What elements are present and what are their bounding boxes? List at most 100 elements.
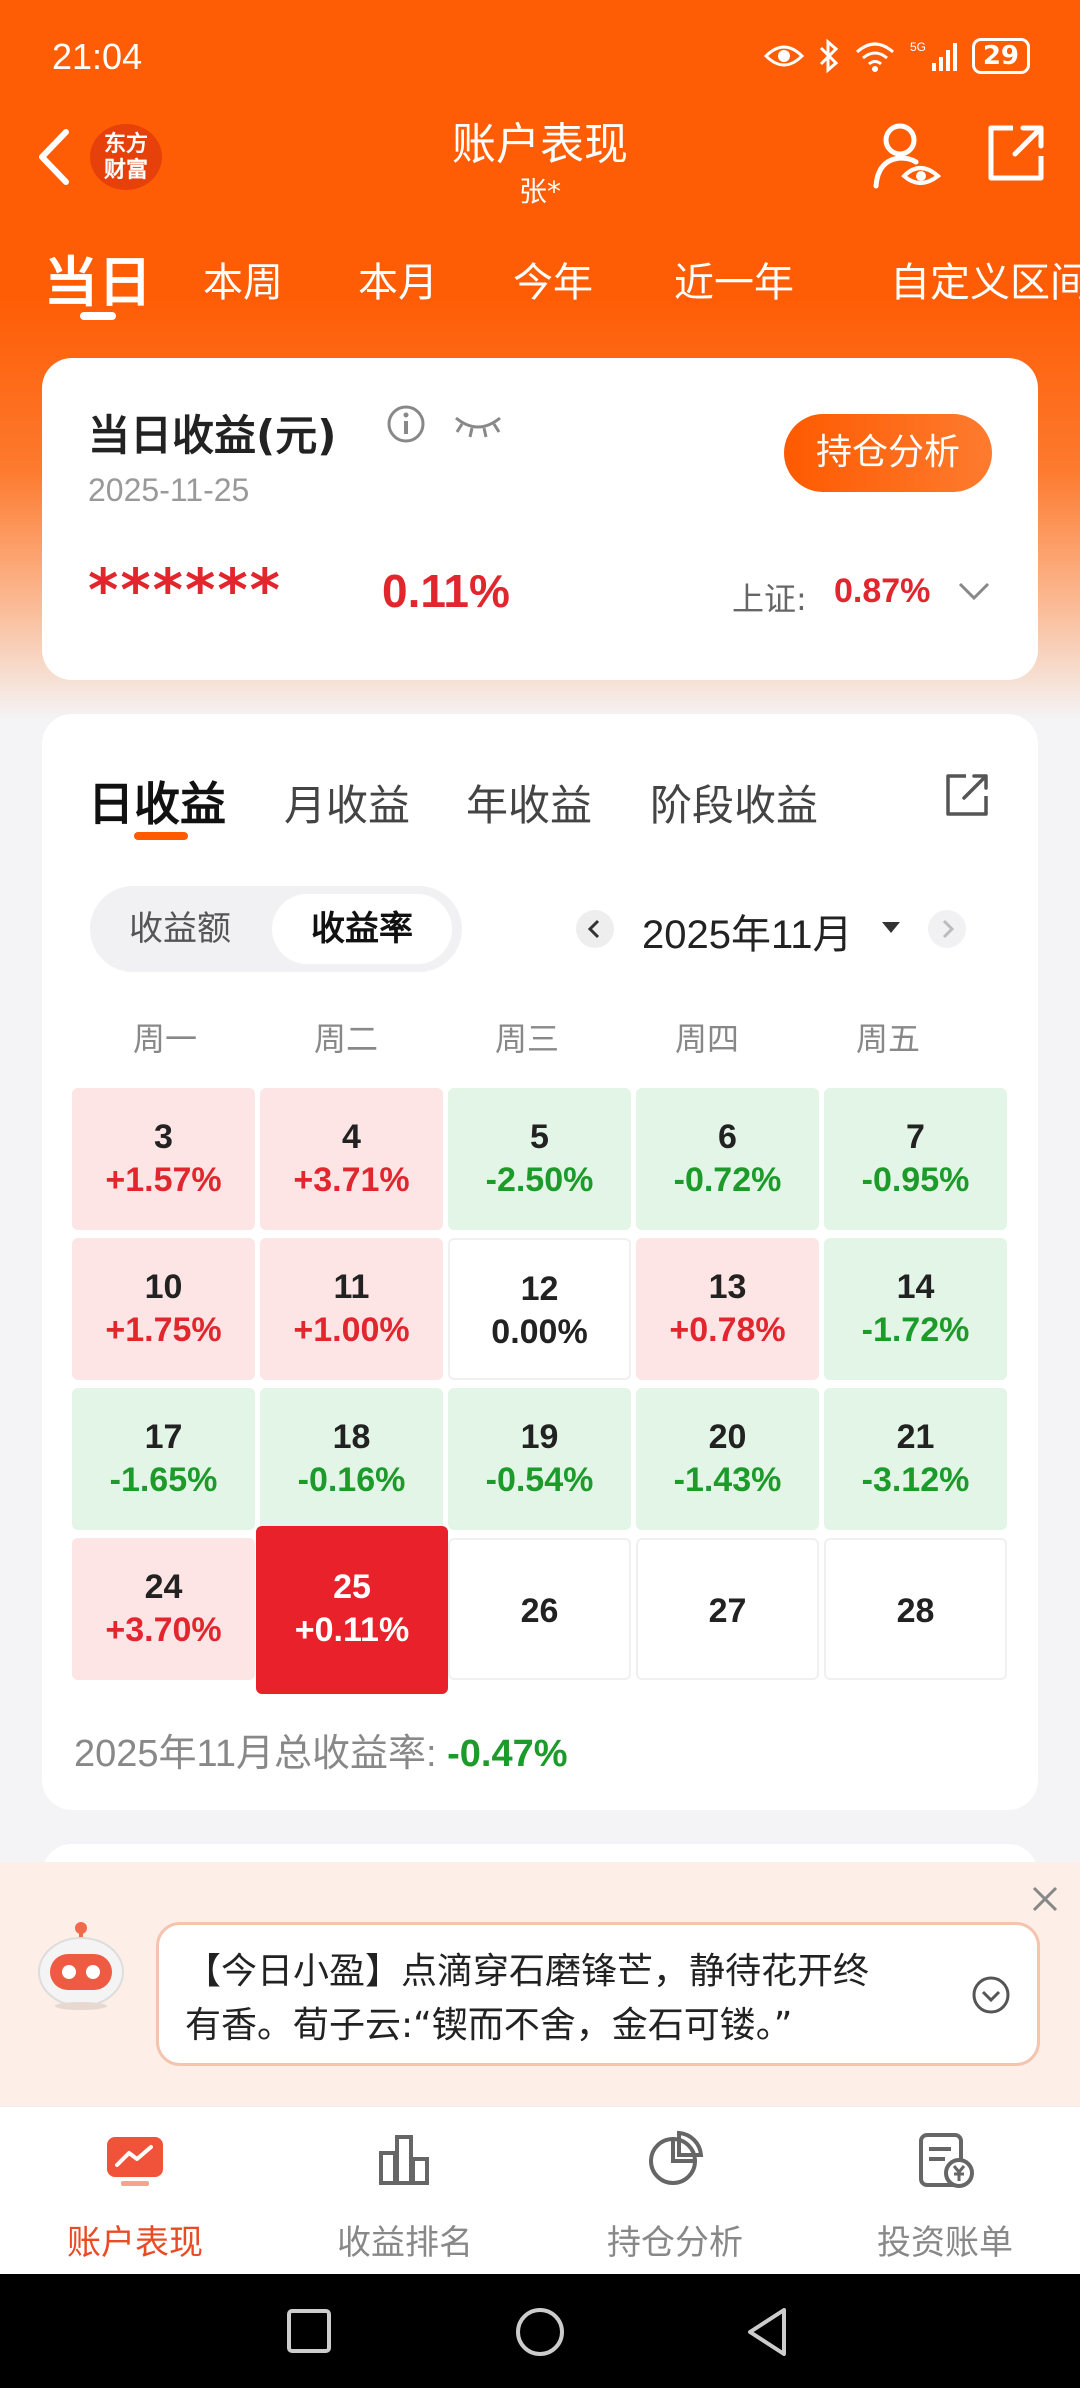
tip-text: 【今日小盈】点滴穿石磨锋芒，静待花开终 有香。荀子云:“锲而不舍，金石可镂。”: [185, 1945, 945, 2053]
export-icon[interactable]: [942, 770, 992, 820]
calendar-day[interactable]: 21 -3.12%: [824, 1388, 1007, 1530]
bottom-tab-label: 账户表现: [67, 2223, 203, 2263]
bottom-tab-account-performance[interactable]: 账户表现: [0, 2107, 270, 2275]
day-number: 25: [333, 1568, 371, 1606]
daily-rate: 0.11%: [382, 565, 510, 617]
calendar-day[interactable]: 5 -2.50%: [448, 1088, 631, 1230]
home-icon[interactable]: [514, 2306, 566, 2358]
calendar-day[interactable]: 24 +3.70%: [72, 1538, 255, 1680]
bottom-tab-label: 投资账单: [877, 2223, 1013, 2263]
recent-apps-icon[interactable]: [286, 2308, 332, 2354]
weekday-mon: 周一: [132, 1020, 197, 1058]
weekday-header: 周一 周二 周三 周四 周五: [72, 1014, 1002, 1064]
day-rate: -0.54%: [485, 1461, 594, 1499]
caret-down-icon[interactable]: [882, 922, 900, 933]
calendar-day[interactable]: 26: [448, 1538, 631, 1680]
month-total-value: -0.47%: [447, 1733, 568, 1775]
day-number: 6: [718, 1118, 737, 1156]
calendar-day[interactable]: 4 +3.71%: [260, 1088, 443, 1230]
tab-daily-returns[interactable]: 日收益: [88, 777, 226, 831]
tip-bubble[interactable]: 【今日小盈】点滴穿石磨锋芒，静待花开终 有香。荀子云:“锲而不舍，金石可镂。”: [156, 1922, 1040, 2066]
calendar-day[interactable]: 12 0.00%: [448, 1238, 631, 1380]
day-rate: +1.00%: [293, 1311, 410, 1349]
calendar-day[interactable]: 27: [636, 1538, 819, 1680]
returns-card: 日收益 月收益 年收益 阶段收益 收益额 收益率 2025年11月 周一 周二 …: [42, 714, 1038, 1810]
day-rate: +0.78%: [669, 1311, 786, 1349]
day-rate: -1.43%: [673, 1461, 782, 1499]
tab-custom-range[interactable]: 自定义区间: [890, 260, 1080, 306]
chevron-left-icon: [39, 129, 69, 185]
day-number: 24: [144, 1568, 183, 1606]
nav-bar: 东方 财富 账户表现 张*: [0, 100, 1080, 220]
bar-chart-icon: [379, 2135, 429, 2185]
calendar-day[interactable]: 20 -1.43%: [636, 1388, 819, 1530]
back-nav-icon[interactable]: [744, 2306, 790, 2358]
calendar-day[interactable]: 19 -0.54%: [448, 1388, 631, 1530]
bottom-tab-ranking[interactable]: 收益排名: [270, 2107, 540, 2275]
user-view-button[interactable]: [872, 120, 942, 192]
tab-month[interactable]: 本月: [358, 260, 438, 306]
day-rate: +1.75%: [105, 1311, 222, 1349]
eye-closed-icon[interactable]: [452, 410, 504, 440]
logo-line1: 东方: [103, 132, 148, 157]
month-total-label: 2025年11月总收益率:: [74, 1733, 437, 1775]
amount-rate-toggle: 收益额 收益率: [90, 886, 462, 972]
bottom-tab-bar: 账户表现 收益排名 持仓分析 投资账单: [0, 2106, 1080, 2274]
calendar-day[interactable]: 17 -1.65%: [72, 1388, 255, 1530]
day-rate: +0.11%: [294, 1611, 410, 1649]
day-number: 4: [342, 1118, 361, 1156]
bottom-tab-statement[interactable]: 投资账单: [810, 2107, 1080, 2275]
tip-line2: 有香。荀子云:“锲而不舍，金石可镂。”: [185, 2005, 793, 2046]
tab-week[interactable]: 本周: [203, 260, 283, 306]
index-label: 上证:: [732, 580, 807, 618]
bottom-tab-holdings[interactable]: 持仓分析: [540, 2107, 810, 2275]
calendar-day[interactable]: 3 +1.57%: [72, 1088, 255, 1230]
share-button[interactable]: [985, 122, 1047, 184]
calendar-day-selected[interactable]: 25 +0.11%: [256, 1526, 448, 1694]
holding-analysis-button[interactable]: 持仓分析: [784, 414, 992, 492]
day-number: 12: [520, 1270, 559, 1308]
chevron-down-icon[interactable]: [954, 576, 994, 606]
day-number: 13: [708, 1268, 747, 1306]
month-selector[interactable]: 2025年11月: [642, 913, 853, 957]
calendar-day[interactable]: 10 +1.75%: [72, 1238, 255, 1380]
day-number: 5: [530, 1118, 549, 1156]
info-icon[interactable]: [386, 404, 426, 444]
signal-icon: 5G: [910, 40, 957, 71]
day-rate: -0.72%: [673, 1161, 782, 1199]
tab-today[interactable]: 当日: [44, 251, 152, 314]
calendar-day[interactable]: 18 -0.16%: [260, 1388, 443, 1530]
calendar-day[interactable]: 13 +0.78%: [636, 1238, 819, 1380]
wifi-icon: [855, 42, 894, 72]
day-rate: -1.65%: [109, 1461, 218, 1499]
chevron-right-icon: [942, 919, 955, 939]
close-icon[interactable]: [1028, 1882, 1062, 1916]
prev-month-button[interactable]: [576, 910, 614, 948]
tab-last-year[interactable]: 近一年: [674, 260, 794, 306]
status-time: 21:04: [52, 36, 143, 77]
day-rate: -0.16%: [297, 1461, 406, 1499]
back-button[interactable]: [30, 122, 90, 192]
calendar-day[interactable]: 6 -0.72%: [636, 1088, 819, 1230]
day-rate: +3.70%: [105, 1611, 222, 1649]
day-rate: -0.95%: [861, 1161, 970, 1199]
tab-year[interactable]: 今年: [513, 260, 593, 306]
tab-monthly-returns[interactable]: 月收益: [284, 781, 411, 830]
status-icons: 5G 29: [763, 38, 1030, 74]
toggle-amount[interactable]: 收益额: [129, 909, 231, 949]
toggle-rate[interactable]: 收益率: [272, 894, 452, 964]
index-value: 0.87%: [834, 572, 931, 610]
calendar-day[interactable]: 7 -0.95%: [824, 1088, 1007, 1230]
calendar-day[interactable]: 14 -1.72%: [824, 1238, 1007, 1380]
month-total: 2025年11月总收益率: -0.47%: [74, 1722, 568, 1777]
day-number: 18: [332, 1418, 371, 1456]
calendar-day[interactable]: 11 +1.00%: [260, 1238, 443, 1380]
expand-icon[interactable]: [969, 1973, 1013, 2017]
returns-tab-indicator: [134, 832, 188, 840]
day-number: 3: [154, 1118, 173, 1156]
calendar-day[interactable]: 28: [824, 1538, 1007, 1680]
robot-mascot-icon: [38, 1922, 124, 2010]
tab-period-returns[interactable]: 阶段收益: [650, 781, 819, 830]
tab-yearly-returns[interactable]: 年收益: [466, 781, 593, 830]
next-month-button[interactable]: [928, 910, 966, 948]
